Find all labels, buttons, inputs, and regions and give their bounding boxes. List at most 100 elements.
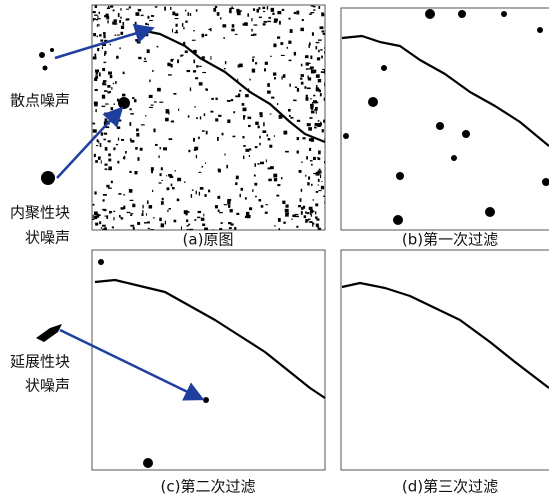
- noise-dot: [304, 215, 306, 218]
- noise-dot: [215, 6, 217, 8]
- noise-dot: [151, 15, 154, 17]
- noise-dot: [177, 178, 181, 182]
- noise-dot: [243, 156, 244, 159]
- noise-dot: [171, 121, 174, 123]
- noise-dot: [257, 9, 259, 13]
- noise-dot: [307, 182, 309, 185]
- noise-dot: [127, 212, 131, 213]
- noise-dot: [191, 194, 192, 198]
- noise-dot: [317, 57, 320, 60]
- noise-dot: [194, 219, 196, 221]
- noise-dot: [147, 49, 150, 53]
- caption: (b)第一次过滤: [402, 231, 498, 249]
- noise-dot: [94, 15, 98, 16]
- noise-dot: [126, 9, 129, 10]
- noise-dot: [323, 120, 327, 123]
- noise-dot: [324, 201, 328, 204]
- noise-dot: [171, 59, 174, 60]
- noise-dot: [208, 190, 210, 193]
- noise-dot: [103, 199, 105, 201]
- noise-dot: [120, 8, 121, 10]
- panel-b: [341, 8, 549, 230]
- noise-dot: [261, 205, 264, 208]
- panel-d: [341, 250, 549, 470]
- noise-dot: [252, 69, 255, 73]
- noise-dot: [290, 117, 293, 119]
- noise-dot: [102, 106, 106, 107]
- noise-dot: [296, 226, 298, 228]
- noise-dot: [118, 13, 120, 17]
- noise-dot: [313, 157, 316, 160]
- noise-dot: [309, 13, 312, 15]
- noise-dot: [192, 40, 196, 41]
- noise-dot: [307, 123, 311, 126]
- noise-dot: [239, 64, 243, 68]
- noise-dot: [94, 191, 96, 194]
- noise-dot: [135, 22, 137, 25]
- noise-dot: [258, 126, 260, 129]
- noise-dot: [186, 213, 188, 215]
- noise-dot: [105, 118, 107, 121]
- noise-dot: [107, 92, 109, 94]
- noise-dot: [202, 130, 205, 131]
- noise-dot: [102, 82, 105, 85]
- noise-dot: [306, 156, 308, 159]
- noise-dot: [123, 206, 125, 210]
- noise-dot: [196, 191, 197, 195]
- noise-dot: [185, 10, 186, 12]
- noise-dot: [251, 29, 252, 32]
- noise-dot: [276, 195, 279, 197]
- noise-dot: [103, 34, 105, 38]
- noise-dot: [249, 148, 251, 150]
- noise-dot: [213, 8, 216, 12]
- noise-dot: [271, 8, 274, 12]
- noise-dot: [99, 34, 101, 36]
- noise-dot: [196, 155, 197, 158]
- noise-dot: [220, 17, 221, 19]
- noise-dot: [137, 157, 139, 161]
- noise-dot: [169, 138, 173, 140]
- noise-dot: [318, 228, 321, 230]
- noise-dot: [165, 221, 166, 225]
- noise-dot: [117, 161, 119, 164]
- noise-dot: [239, 194, 240, 197]
- noise-dot: [198, 172, 201, 173]
- noise-dot: [304, 86, 306, 89]
- noise-dot: [93, 204, 95, 206]
- noise-dot: [320, 93, 322, 96]
- noise-dot: [301, 189, 303, 192]
- noise-dot: [258, 199, 261, 201]
- noise-dot: [107, 85, 110, 88]
- noise-dot: [318, 50, 320, 52]
- noise-dot: [93, 33, 96, 36]
- noise-dot: [278, 218, 281, 222]
- noise-dot: [255, 122, 258, 125]
- noise-dot: [277, 11, 281, 14]
- noise-dot: [122, 94, 125, 97]
- noise-dot: [168, 111, 169, 114]
- noise-dot: [289, 84, 290, 87]
- noise-dot: [260, 162, 264, 165]
- noise-dot: [222, 133, 224, 136]
- noise-dot: [227, 119, 230, 122]
- noise-dot: [281, 55, 285, 56]
- noise-dot: [117, 35, 120, 36]
- noise-dot: [266, 159, 267, 162]
- noise-dot: [269, 145, 272, 148]
- noise-dot: [202, 166, 203, 168]
- noise-dot: [123, 72, 125, 75]
- noise-dot: [183, 27, 184, 29]
- noise-dot: [170, 7, 171, 10]
- noise-dot: [310, 12, 314, 13]
- noise-dot: [190, 87, 191, 91]
- noise-dot: [144, 61, 147, 62]
- noise-dot: [267, 134, 269, 136]
- label: 状噪声: [25, 229, 70, 247]
- noise-dot: [113, 9, 115, 11]
- noise-dot: [161, 201, 164, 205]
- noise-dot: [254, 175, 256, 177]
- noise-dot: [265, 204, 268, 205]
- noise-dot: [206, 89, 208, 91]
- noise-dot: [195, 77, 198, 79]
- noise-dot: [233, 111, 235, 113]
